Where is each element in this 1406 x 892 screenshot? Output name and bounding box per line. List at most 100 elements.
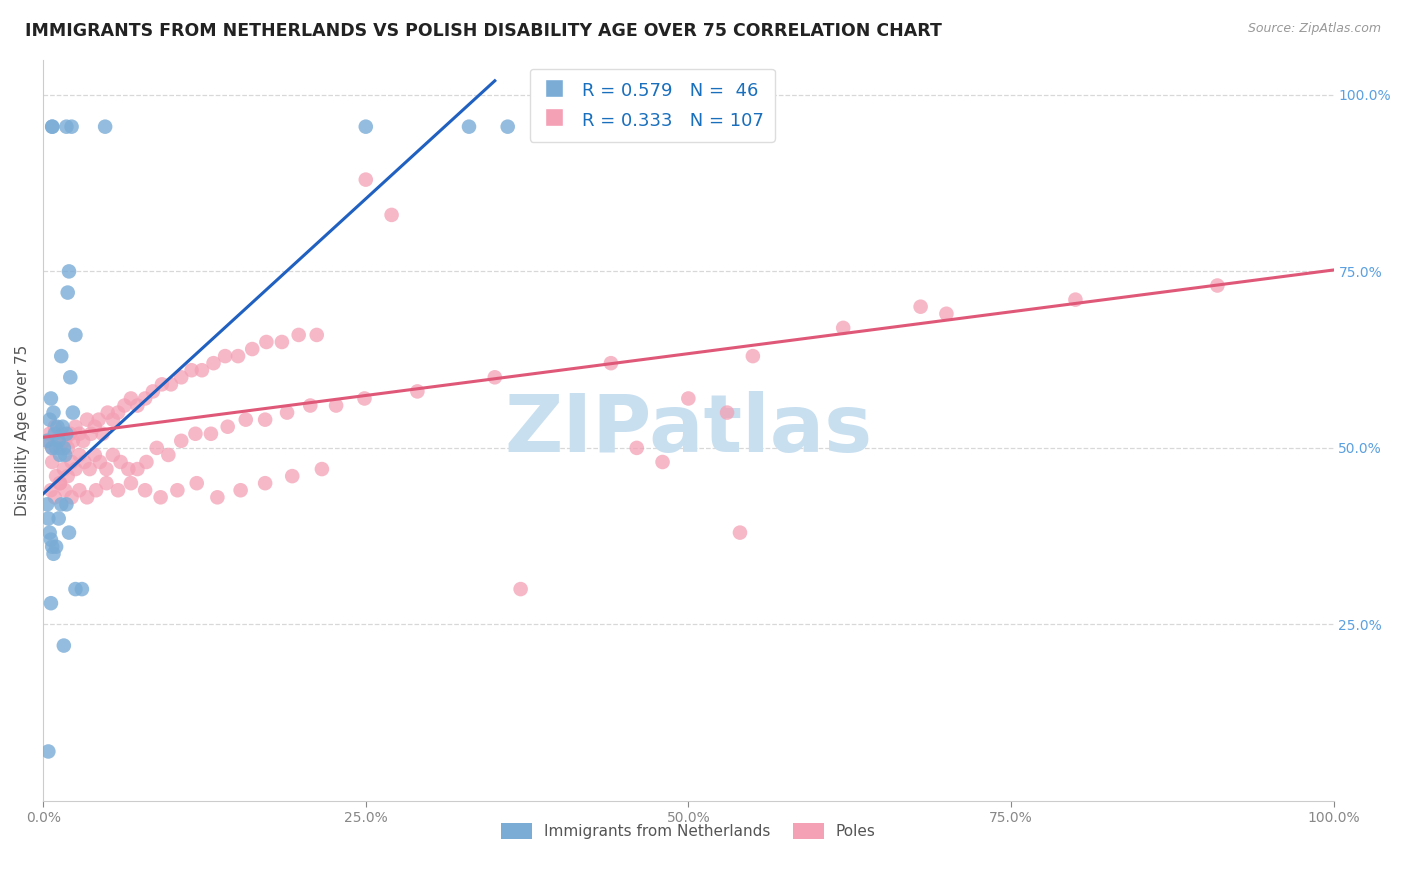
Point [117,462,139,476]
Point [56,469,79,483]
Point [325,399,347,413]
Point [60,455,83,469]
Point [353,392,375,406]
Point [52,462,75,476]
Point [80,426,103,441]
Point [42,547,65,561]
Point [299,399,322,413]
Point [39,596,62,610]
Text: IMMIGRANTS FROM NETHERLANDS VS POLISH DISABILITY AGE OVER 75 CORRELATION CHART: IMMIGRANTS FROM NETHERLANDS VS POLISH DI… [25,22,942,40]
Point [741,349,763,363]
Point [91,426,114,441]
Point [37,511,59,525]
Point [55,497,77,511]
Point [45,540,67,554]
Point [135,455,157,469]
Point [214,349,236,363]
Point [728,525,751,540]
Point [35,434,58,448]
Point [83,448,105,462]
Point [458,120,481,134]
Point [305,327,328,342]
Point [44,419,66,434]
Point [381,208,404,222]
Point [51,497,73,511]
Point [217,419,239,434]
Point [120,392,142,406]
Point [46,419,69,434]
Point [42,406,65,420]
Point [53,483,76,498]
Point [157,448,180,462]
Point [41,540,63,554]
Point [254,476,277,491]
Legend: Immigrants from Netherlands, Poles: Immigrants from Netherlands, Poles [495,817,882,845]
Point [496,120,519,134]
Point [51,419,73,434]
Point [39,392,62,406]
Point [127,462,149,476]
Point [58,264,80,278]
Point [170,434,193,448]
Point [73,455,96,469]
Point [186,476,208,491]
Point [35,434,58,448]
Point [46,434,69,448]
Point [1206,278,1229,293]
Point [935,307,957,321]
Point [170,370,193,384]
Text: Source: ZipAtlas.com: Source: ZipAtlas.com [1247,22,1381,36]
Point [41,441,63,455]
Point [191,363,214,377]
Point [254,412,277,426]
Point [240,342,263,356]
Point [59,370,82,384]
Point [62,406,84,420]
Point [84,483,107,498]
Point [716,406,738,420]
Point [56,441,79,455]
Point [41,441,63,455]
Point [110,455,132,469]
Point [127,399,149,413]
Point [101,448,124,462]
Point [49,476,72,491]
Point [70,582,93,596]
Point [114,399,136,413]
Point [910,300,932,314]
Point [651,455,673,469]
Point [142,384,165,399]
Point [51,349,73,363]
Point [254,334,277,349]
Point [626,441,648,455]
Point [678,392,700,406]
Point [49,476,72,491]
Point [354,172,377,186]
Point [67,448,90,462]
Point [62,434,84,448]
Point [107,483,129,498]
Point [202,356,225,370]
Point [600,356,623,370]
Point [200,426,222,441]
Point [38,412,60,426]
Point [65,419,87,434]
Point [55,120,77,134]
Point [76,412,98,426]
Point [166,483,188,498]
Point [49,448,72,462]
Point [55,426,77,441]
Point [96,462,118,476]
Point [180,363,202,377]
Point [65,582,87,596]
Point [107,406,129,420]
Point [89,455,111,469]
Point [207,491,229,505]
Point [44,426,66,441]
Point [49,441,72,455]
Point [134,392,156,406]
Point [52,639,75,653]
Point [484,370,506,384]
Point [44,491,66,505]
Point [1064,293,1087,307]
